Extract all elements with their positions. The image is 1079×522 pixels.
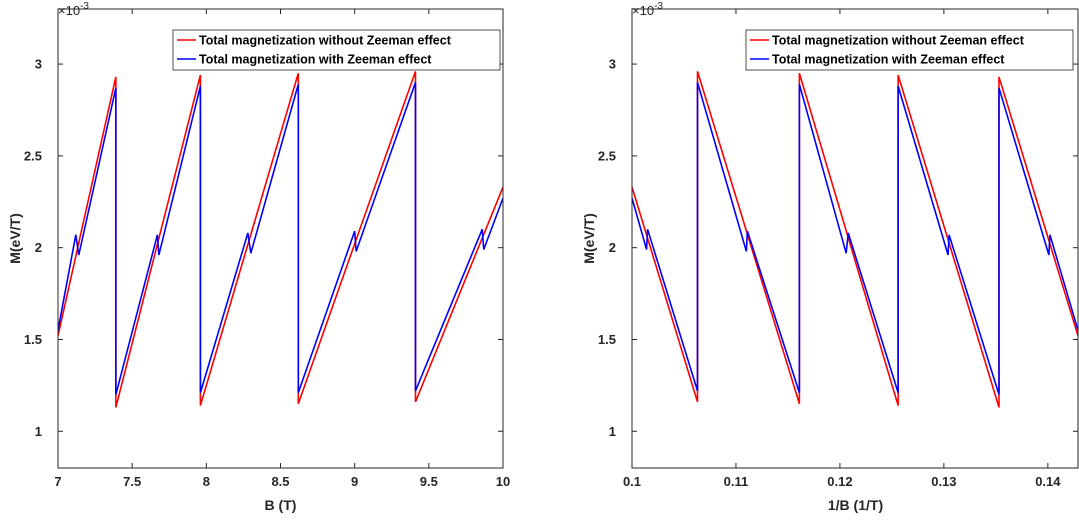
right-y-tick-label: 3 bbox=[609, 57, 616, 72]
right-legend-label-blue: Total magnetization with Zeeman effect bbox=[772, 53, 1005, 67]
left-y-axis-label: M(eV/T) bbox=[7, 213, 23, 264]
left-exponent-label: ×10-3 bbox=[58, 1, 89, 18]
right-x-axis-label: 1/B (1/T) bbox=[828, 497, 883, 513]
right-x-tick-label: 0.1 bbox=[623, 474, 641, 489]
svg-text:×10-3: ×10-3 bbox=[58, 1, 89, 18]
right-y-tick-label: 1 bbox=[609, 424, 616, 439]
right-axes-box bbox=[631, 8, 1079, 469]
left-legend-box bbox=[172, 29, 501, 71]
right-plot-area bbox=[632, 9, 1079, 468]
left-series-blue-line bbox=[58, 82, 503, 395]
right-chart: 0.1 0.11 0.12 0.13 0.14 1 1.5 2 2.5 3 1/B (1/T) M… bbox=[581, 1, 1079, 513]
right-y-axis-label: M(eV/T) bbox=[581, 213, 597, 264]
right-exponent-label: ×10-3 bbox=[632, 1, 663, 18]
left-x-tick-label: 7 bbox=[54, 474, 61, 489]
left-x-tick-label: 9 bbox=[351, 474, 358, 489]
right-exponent-base: ×10 bbox=[632, 3, 654, 18]
left-y-tick-label: 2.5 bbox=[24, 148, 42, 163]
right-exponent-power: -3 bbox=[654, 1, 663, 12]
left-legend: Total magnetization without Zeeman effec… bbox=[172, 29, 501, 71]
left-y-tick-label: 1 bbox=[35, 424, 42, 439]
right-x-tick-label: 0.14 bbox=[1035, 474, 1061, 489]
right-x-tick-label: 0.13 bbox=[931, 474, 956, 489]
right-legend-label-red: Total magnetization without Zeeman effec… bbox=[772, 34, 1025, 48]
svg-text:×10-3: ×10-3 bbox=[632, 1, 663, 18]
left-x-tick-label: 8 bbox=[203, 474, 210, 489]
right-x-tick-label: 0.11 bbox=[724, 474, 749, 489]
right-y-tick-label: 2.5 bbox=[598, 148, 616, 163]
right-y-tick-label: 2 bbox=[609, 240, 616, 255]
left-y-tick-label: 2 bbox=[35, 240, 42, 255]
left-x-tick-label: 9.5 bbox=[420, 474, 438, 489]
left-x-tick-label: 7.5 bbox=[123, 474, 141, 489]
left-x-tick-label: 10 bbox=[496, 474, 510, 489]
left-exponent-power: -3 bbox=[80, 1, 89, 12]
left-legend-label-red: Total magnetization without Zeeman effec… bbox=[199, 34, 452, 48]
right-series-blue-line bbox=[632, 82, 1079, 395]
right-legend: Total magnetization without Zeeman effec… bbox=[745, 29, 1074, 71]
right-legend-box bbox=[745, 29, 1074, 71]
left-x-tick-label: 8.5 bbox=[271, 474, 289, 489]
left-plot-area bbox=[58, 9, 503, 468]
left-y-tick-label: 1.5 bbox=[24, 332, 42, 347]
left-x-axis-label: B (T) bbox=[265, 497, 297, 513]
left-legend-label-blue: Total magnetization with Zeeman effect bbox=[199, 53, 432, 67]
right-x-tick-label: 0.12 bbox=[827, 474, 852, 489]
left-y-tick-label: 3 bbox=[35, 57, 42, 72]
left-chart: 7 7.5 8 8.5 9 9.5 10 1 1.5 2 2.5 3 B (T) M(eV/T) ×1… bbox=[7, 1, 510, 513]
left-exponent-base: ×10 bbox=[58, 3, 80, 18]
right-y-tick-label: 1.5 bbox=[598, 332, 616, 347]
